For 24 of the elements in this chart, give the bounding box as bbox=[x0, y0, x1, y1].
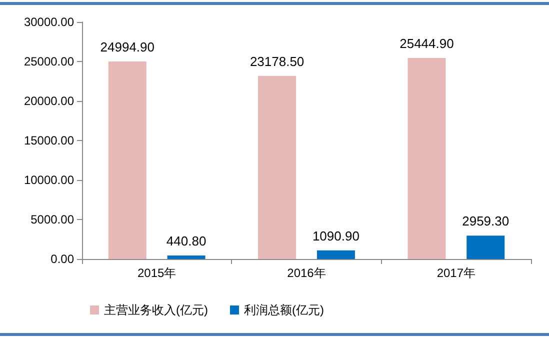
x-tick-label: 2015年 bbox=[137, 266, 176, 280]
data-label: 23178.50 bbox=[250, 54, 304, 69]
y-tick-label: 20000.00 bbox=[24, 94, 74, 108]
legend-label: 主营业务收入(亿元) bbox=[104, 303, 208, 317]
bar bbox=[466, 236, 505, 259]
x-tick-label: 2017年 bbox=[436, 266, 476, 280]
x-tick-label: 2016年 bbox=[287, 266, 326, 280]
y-tick-label: 0.00 bbox=[50, 252, 74, 266]
y-tick-label: 25000.00 bbox=[24, 54, 74, 68]
data-label: 2959.30 bbox=[462, 214, 510, 229]
data-label: 25444.90 bbox=[400, 36, 454, 51]
data-label: 440.80 bbox=[166, 234, 206, 249]
data-label: 1090.90 bbox=[312, 228, 360, 244]
y-tick-label: 5000.00 bbox=[30, 212, 74, 226]
y-tick-label: 15000.00 bbox=[24, 134, 74, 148]
bar bbox=[108, 62, 146, 259]
bar bbox=[167, 256, 206, 259]
legend-label: 利润总额(亿元) bbox=[244, 303, 324, 317]
bar bbox=[316, 250, 355, 259]
bar bbox=[408, 58, 446, 259]
y-tick-label: 30000.00 bbox=[24, 15, 74, 29]
data-label: 24994.90 bbox=[100, 40, 154, 55]
bar bbox=[258, 76, 296, 259]
y-tick-label: 10000.00 bbox=[24, 173, 74, 187]
